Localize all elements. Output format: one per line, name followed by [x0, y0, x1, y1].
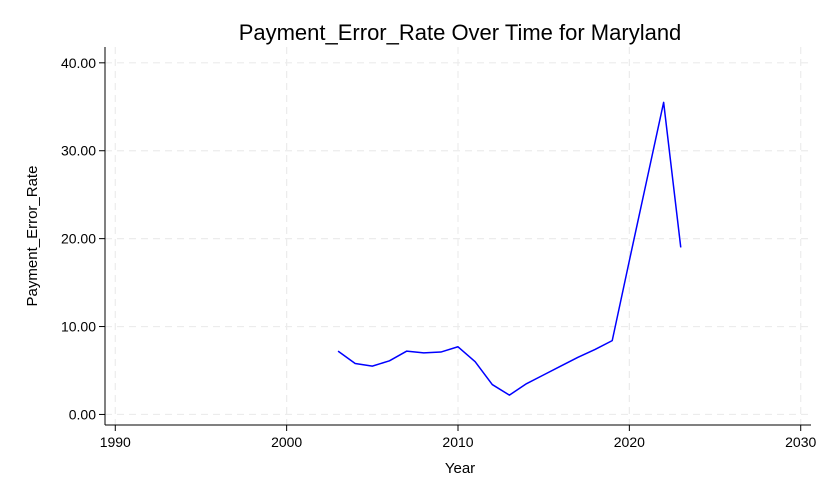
x-tick-label-1990: 1990 [100, 434, 131, 450]
y-tick-label-30: 30.00 [61, 143, 96, 159]
grid-lines [105, 47, 811, 425]
y-axis-label: Payment_Error_Rate [24, 166, 41, 307]
series-line-0 [337, 101, 682, 396]
y-tick-label-10: 10.00 [61, 319, 96, 335]
tick-labels: 1990 2000 2010 2020 2030 0.00 10.00 20.00 30.00 4… [61, 55, 817, 450]
x-axis-label: Year [445, 460, 475, 477]
y-tick-label-0: 0.00 [69, 406, 96, 422]
y-tick-label-20: 20.00 [61, 231, 96, 247]
series-layer [337, 101, 682, 396]
y-tick-label-40: 40.00 [61, 55, 96, 71]
chart-title: Payment_Error_Rate Over Time for Marylan… [239, 20, 682, 45]
x-tick-label-2010: 2010 [442, 434, 473, 450]
axes [104, 47, 811, 426]
x-tick-label-2000: 2000 [271, 434, 302, 450]
x-tick-label-2020: 2020 [614, 434, 645, 450]
x-tick-label-2030: 2030 [785, 434, 816, 450]
